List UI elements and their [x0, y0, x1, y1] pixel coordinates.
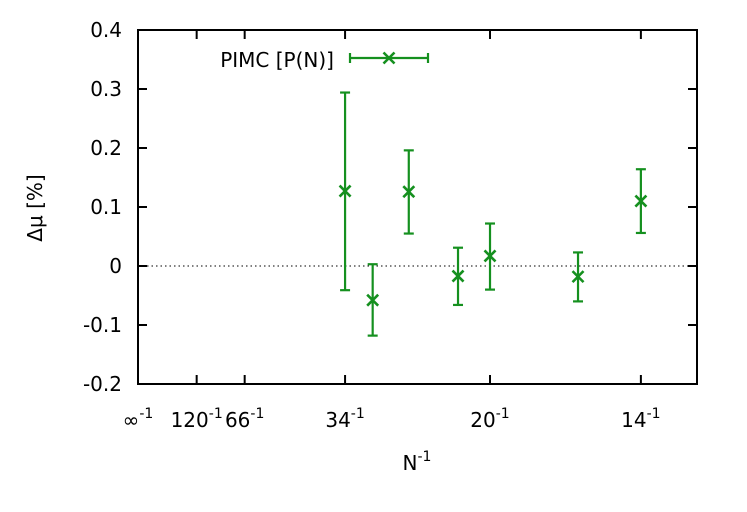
- x-tick-label: 34-1: [325, 406, 364, 432]
- x-tick-label-exponent: -1: [209, 406, 223, 422]
- legend-sample: [348, 51, 430, 65]
- marker-x: [571, 270, 585, 284]
- x-tick-label-exponent: -1: [351, 406, 365, 422]
- x-axis-label: N-1: [403, 449, 432, 475]
- x-tick-label: 20-1: [470, 406, 509, 432]
- x-tick-label-base: 34: [325, 408, 350, 432]
- legend: PIMC [P(N)]: [220, 48, 430, 72]
- data-point: [483, 222, 497, 291]
- y-tick-label: 0: [109, 254, 122, 278]
- data-point: [402, 149, 416, 235]
- x-axis-label-base: N: [403, 451, 418, 475]
- x-tick-label: 120-1: [171, 406, 223, 432]
- data-point: [634, 168, 648, 235]
- legend-marker: [382, 51, 396, 65]
- x-tick-label-exponent: -1: [496, 406, 510, 422]
- y-tick-label: 0.3: [90, 77, 122, 101]
- x-tick-label-base: 120: [171, 408, 209, 432]
- marker-x: [366, 293, 380, 307]
- series-pimc: [338, 91, 648, 337]
- y-tick-label: 0.1: [90, 195, 122, 219]
- marker-x: [451, 269, 465, 283]
- x-tick-label-exponent: -1: [139, 406, 153, 422]
- x-axis-label-exponent: -1: [418, 449, 432, 465]
- data-point: [451, 246, 465, 307]
- x-tick-label-base: 14: [621, 408, 646, 432]
- marker-x: [483, 249, 497, 263]
- y-tick-label: -0.1: [83, 313, 122, 337]
- y-tick-label: -0.2: [83, 372, 122, 396]
- x-tick-label: 14-1: [621, 406, 660, 432]
- x-tick-label-exponent: -1: [647, 406, 661, 422]
- x-tick-label-base: ∞: [123, 408, 140, 432]
- x-tick-label: ∞-1: [123, 406, 154, 432]
- x-tick-label-base: 20: [470, 408, 495, 432]
- x-tick-label-base: 66: [225, 408, 250, 432]
- marker-x: [402, 185, 416, 199]
- marker-x: [338, 184, 352, 198]
- plot-frame: [137, 29, 698, 385]
- data-point: [366, 263, 380, 337]
- data-point: [571, 251, 585, 303]
- marker-x: [634, 194, 648, 208]
- data-point: [338, 91, 352, 292]
- y-tick-label: 0.2: [90, 136, 122, 160]
- x-tick-label: 66-1: [225, 406, 264, 432]
- y-axis-label: Δμ [%]: [23, 174, 47, 241]
- y-tick-label: 0.4: [90, 18, 122, 42]
- x-axis: ∞-1 120-1 66-1 34-1 20-1 14-1: [123, 30, 661, 432]
- legend-label: PIMC [P(N)]: [220, 48, 334, 72]
- y-axis: 0.4 0.3 0.2 0.1 0 -0.1 -0.2: [83, 18, 697, 396]
- x-tick-label-exponent: -1: [250, 406, 264, 422]
